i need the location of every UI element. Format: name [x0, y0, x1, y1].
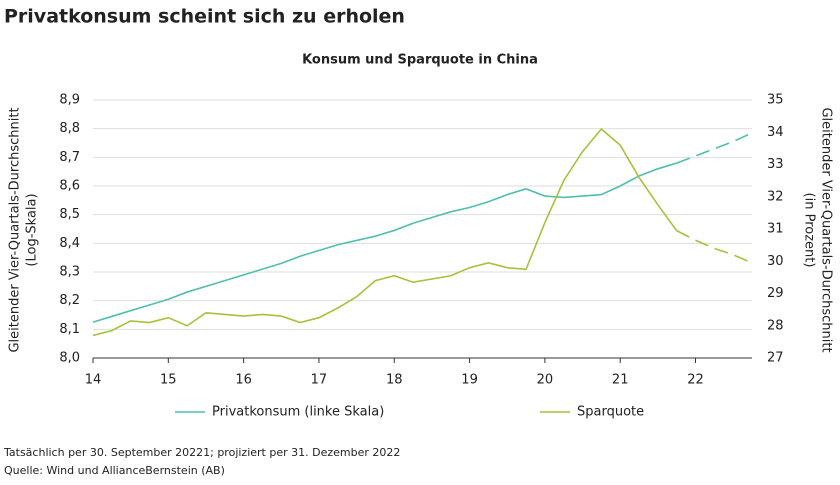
y2-tick-label: 27 — [767, 351, 784, 366]
chart-subtitle: Konsum und Sparquote in China — [302, 53, 538, 68]
y-tick-label: 8,6 — [59, 179, 80, 194]
y-tick-label: 8,4 — [59, 236, 80, 251]
y-tick-label: 8,8 — [59, 121, 80, 136]
y2-axis-label: (in Prozent) — [802, 193, 817, 268]
y-tick-label: 8,3 — [59, 265, 80, 280]
y-axis-label: (Log-Skala) — [25, 193, 40, 266]
y2-tick-label: 35 — [767, 93, 784, 108]
x-tick-label: 15 — [160, 373, 177, 388]
legend-label: Sparquote — [577, 405, 644, 420]
y2-axis-label: Gleitender Vier-Quartals-Durchschnitt — [819, 107, 834, 352]
y-tick-label: 8,0 — [59, 351, 80, 366]
y-tick-label: 8,1 — [59, 322, 80, 337]
y-tick-label: 8,9 — [59, 93, 80, 108]
y-tick-label: 8,5 — [59, 207, 80, 222]
y2-tick-label: 33 — [767, 157, 784, 172]
chart-title: Privatkonsum scheint sich zu erholen — [4, 6, 405, 28]
x-tick-label: 19 — [461, 373, 478, 388]
x-tick-label: 20 — [537, 373, 554, 388]
y2-tick-label: 31 — [767, 222, 784, 237]
y-tick-label: 8,2 — [59, 293, 80, 308]
x-tick-label: 21 — [612, 373, 629, 388]
y2-tick-label: 34 — [767, 125, 784, 140]
y2-tick-label: 32 — [767, 189, 784, 204]
y2-tick-label: 30 — [767, 254, 784, 269]
x-tick-label: 17 — [311, 373, 328, 388]
x-tick-label: 18 — [386, 373, 403, 388]
y2-tick-label: 28 — [767, 318, 784, 333]
series-line — [676, 132, 753, 164]
series-line — [92, 127, 678, 337]
legend-label: Privatkonsum (linke Skala) — [212, 405, 384, 420]
source: Quelle: Wind und AllianceBernstein (AB) — [4, 464, 225, 477]
x-tick-label: 14 — [85, 373, 102, 388]
y-axis-label: Gleitender Vier-Quartals-Durchschnitt — [8, 107, 23, 352]
series-line — [676, 229, 753, 264]
footnote: Tatsächlich per 30. September 20221; pro… — [3, 446, 400, 459]
x-tick-label: 16 — [235, 373, 252, 388]
x-tick-label: 22 — [687, 373, 704, 388]
y-tick-label: 8,7 — [59, 150, 80, 165]
series-line — [92, 162, 677, 323]
y2-tick-label: 29 — [767, 286, 784, 301]
